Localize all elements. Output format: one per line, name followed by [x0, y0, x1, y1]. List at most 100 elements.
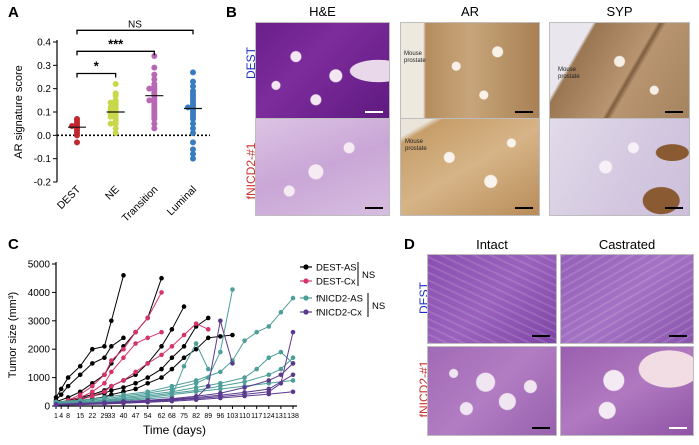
he-castrated-fnicd2-image [560, 346, 694, 436]
data-point [112, 92, 119, 99]
x-tick-label: 8 [66, 413, 70, 420]
data-point [193, 346, 199, 352]
mouse-prostate-note-2: Mouse prostate [558, 67, 580, 80]
data-point [121, 346, 126, 352]
data-point [190, 146, 196, 153]
data-point [145, 315, 150, 321]
data-point [112, 102, 119, 108]
data-point [121, 355, 126, 361]
data-point [193, 380, 199, 386]
data-point [290, 378, 296, 383]
data-point [193, 321, 199, 326]
data-point [69, 123, 75, 129]
data-point [133, 329, 138, 335]
y-tick-label: 0.3 [37, 61, 51, 72]
data-point [278, 372, 284, 378]
scale-bar [365, 207, 383, 209]
data-point [193, 341, 199, 346]
data-point [169, 344, 175, 349]
data-point [181, 363, 187, 369]
y-axis-label: AR signature score [13, 65, 25, 159]
data-point [190, 120, 196, 127]
data-point [77, 402, 83, 407]
data-point [65, 383, 71, 389]
data-point [159, 366, 164, 372]
data-point [205, 315, 211, 321]
data-point [190, 130, 196, 136]
significance-label: NS [128, 19, 142, 30]
data-point [159, 375, 164, 380]
x-tick-label: 1 [54, 413, 58, 420]
ar-score-scatter-chart: 0.4 0.3 0.2 0.1 0.0 -0.1 -0.2 AR signature scor… [13, 19, 210, 224]
data-point [205, 383, 211, 389]
y-axis-label: Tumor size (mm³) [7, 292, 19, 378]
data-point [77, 363, 83, 369]
data-point [254, 366, 259, 372]
data-point [230, 361, 235, 366]
data-point [205, 366, 211, 372]
y-tick-label: 2000 [28, 345, 51, 356]
data-point [190, 155, 196, 162]
data-point [151, 53, 158, 59]
data-point [242, 385, 247, 390]
data-point [109, 369, 114, 375]
series-line [55, 292, 162, 404]
col-title-castrated: Castrated [598, 237, 656, 252]
data-point [109, 344, 114, 349]
significance-label: * [94, 59, 100, 74]
x-category-label: NE [103, 184, 122, 203]
data-point [266, 372, 272, 378]
data-point [230, 332, 235, 338]
data-point [58, 392, 64, 397]
data-point [107, 106, 114, 113]
data-point [146, 97, 153, 104]
x-tick-label: 110 [239, 413, 250, 420]
data-point [190, 69, 196, 76]
scale-bar [669, 335, 687, 337]
data-point [146, 85, 153, 92]
syp-fnicd2-image [549, 118, 690, 216]
data-point [242, 379, 247, 385]
data-point [112, 125, 119, 132]
significance-bracket [76, 29, 194, 35]
panel-letter-c: C [8, 236, 19, 253]
data-point [266, 391, 272, 397]
col-title-intact: Intact [476, 237, 508, 252]
data-point [145, 335, 150, 341]
data-point [102, 355, 107, 361]
data-point [242, 338, 247, 343]
data-point [190, 83, 196, 90]
legend-ns-label: NS [362, 270, 375, 281]
data-point [74, 118, 80, 125]
x-tick-label: 29 [101, 413, 109, 420]
tumor-growth-line-chart: 5000 4000 3000 2000 1000 01 4 8 15 22 29 33 40 47 54 62… [7, 260, 385, 438]
data-point [266, 324, 272, 329]
y-tick-label: 3000 [28, 316, 51, 327]
y-tick-label: -0.2 [34, 178, 52, 189]
data-point [190, 78, 196, 85]
data-point [121, 378, 126, 383]
scale-bar [532, 335, 550, 337]
data-point [90, 383, 95, 389]
data-point [133, 380, 138, 386]
data-point [290, 355, 296, 361]
scale-bar [669, 427, 687, 429]
data-point [145, 361, 150, 366]
data-point [133, 341, 138, 346]
significance-bracket [76, 50, 155, 56]
data-point [112, 120, 119, 127]
data-point [290, 295, 296, 301]
legend-label: DEST-AS [316, 263, 357, 274]
data-point [159, 290, 164, 295]
x-axis-label: Time (days) [143, 423, 206, 437]
data-point [278, 309, 284, 315]
data-point [169, 366, 175, 372]
x-tick-label: 117 [251, 413, 262, 420]
he-intact-fnicd2-image [427, 346, 557, 436]
scale-bar [532, 427, 550, 429]
data-point [185, 104, 191, 111]
data-point [169, 398, 175, 404]
y-tick-label: 5000 [28, 260, 51, 271]
data-point [102, 401, 107, 407]
he-dest-image [255, 22, 390, 120]
